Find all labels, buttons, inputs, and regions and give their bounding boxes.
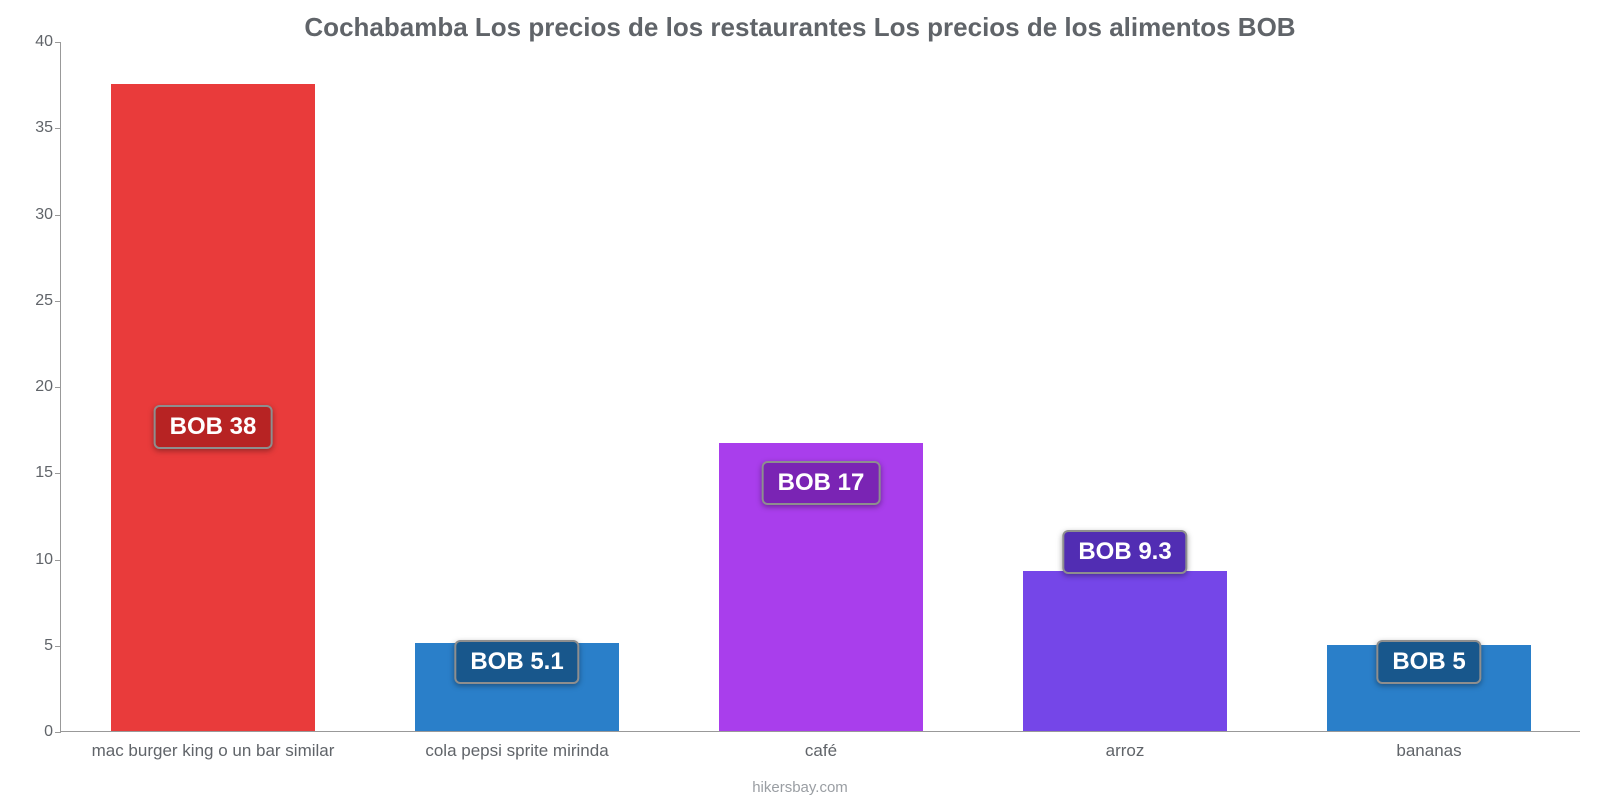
y-tick-label: 30 bbox=[35, 206, 53, 224]
y-tick-label: 0 bbox=[44, 723, 53, 741]
y-tick-label: 10 bbox=[35, 551, 53, 569]
value-badge: BOB 5.1 bbox=[454, 640, 579, 684]
chart-title: Cochabamba Los precios de los restaurant… bbox=[0, 0, 1600, 43]
bar bbox=[1023, 571, 1227, 731]
bar-slot: BOB 5bananas bbox=[1277, 42, 1581, 731]
x-category-label: bananas bbox=[1396, 741, 1461, 761]
y-tick-mark bbox=[55, 732, 61, 733]
y-tick-label: 20 bbox=[35, 378, 53, 396]
x-category-label: mac burger king o un bar similar bbox=[92, 741, 335, 761]
value-badge: BOB 38 bbox=[154, 405, 273, 449]
value-badge: BOB 9.3 bbox=[1062, 530, 1187, 574]
value-badge: BOB 5 bbox=[1376, 640, 1481, 684]
y-tick-label: 40 bbox=[35, 33, 53, 51]
bar-slot: BOB 17café bbox=[669, 42, 973, 731]
price-bar-chart: Cochabamba Los precios de los restaurant… bbox=[0, 0, 1600, 800]
y-tick-label: 35 bbox=[35, 119, 53, 137]
bar-slot: BOB 9.3arroz bbox=[973, 42, 1277, 731]
x-category-label: café bbox=[805, 741, 837, 761]
x-category-label: cola pepsi sprite mirinda bbox=[425, 741, 608, 761]
y-tick-label: 25 bbox=[35, 292, 53, 310]
plot-area: 0510152025303540BOB 38mac burger king o … bbox=[60, 42, 1580, 732]
x-category-label: arroz bbox=[1106, 741, 1145, 761]
y-tick-label: 15 bbox=[35, 464, 53, 482]
source-attribution: hikersbay.com bbox=[0, 779, 1600, 796]
value-badge: BOB 17 bbox=[762, 461, 881, 505]
bar-slot: BOB 5.1cola pepsi sprite mirinda bbox=[365, 42, 669, 731]
y-tick-label: 5 bbox=[44, 637, 53, 655]
bar-slot: BOB 38mac burger king o un bar similar bbox=[61, 42, 365, 731]
